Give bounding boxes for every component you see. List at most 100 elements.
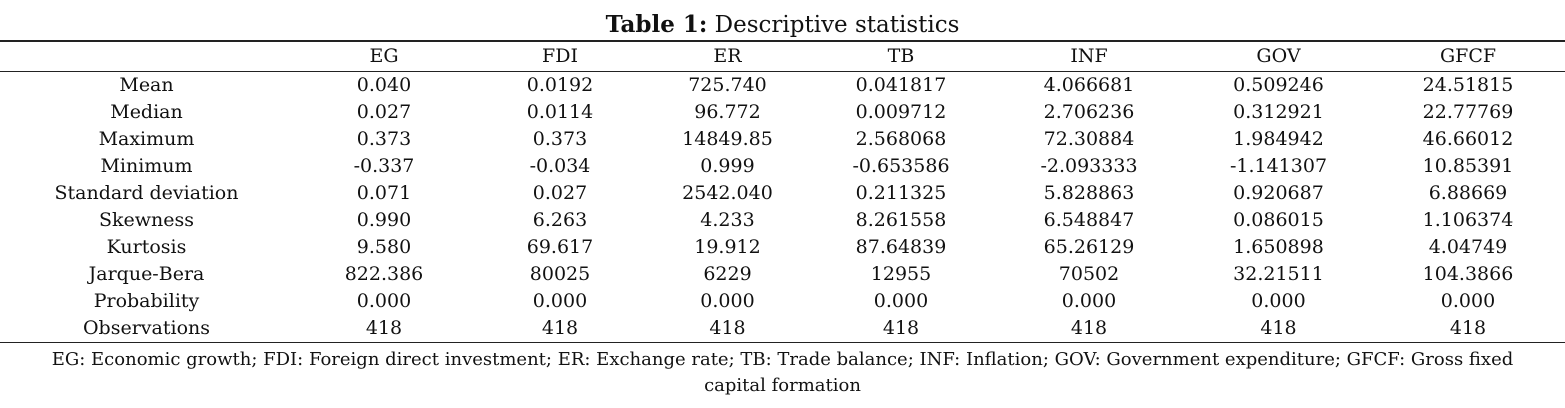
table-cell: 96.772: [694, 101, 761, 123]
table-cell: 72.30884: [1043, 128, 1135, 150]
header-cell: [0, 40, 293, 72]
header-cell: FDI: [475, 40, 645, 72]
table-cell: 2542.040: [682, 182, 773, 204]
table-cell: 0.509246: [1233, 74, 1324, 96]
table-cell: 0.000: [1251, 290, 1306, 312]
row-label: Standard deviation: [54, 182, 239, 204]
table-caption-label: Table 1:: [605, 11, 708, 38]
table-cell: 4.04749: [1428, 236, 1508, 258]
table-cell: 80025: [529, 263, 591, 285]
table-cell: 0.027: [356, 101, 412, 123]
table-cell: 6.548847: [1043, 209, 1135, 231]
row-label: Mean: [119, 74, 174, 96]
table-cell: 65.26129: [1043, 236, 1135, 258]
table-cell: 0.000: [1440, 290, 1496, 312]
table-cell: 0.086015: [1233, 209, 1324, 231]
table-cell: -0.337: [353, 155, 415, 177]
table-cell: 0.040: [356, 74, 412, 96]
table-row: Minimum -0.337 -0.034 0.999 -0.653586 -2…: [0, 153, 1565, 180]
table-cell: -1.141307: [1229, 155, 1328, 177]
table-cell: 0.211325: [855, 182, 947, 204]
table-cell: 1.984942: [1233, 128, 1324, 150]
table-caption-text: Descriptive statistics: [714, 12, 960, 38]
table-cell: 822.386: [344, 263, 424, 285]
table-cell: 418: [1371, 315, 1565, 343]
table-row: Probability 0.000 0.000 0.000 0.000 0.00…: [0, 288, 1565, 315]
table-cell: 4.066681: [1043, 74, 1135, 96]
row-label: Jarque-Bera: [88, 263, 205, 285]
table-cell: 46.66012: [1422, 128, 1514, 150]
table-row: Kurtosis 9.580 69.617 19.912 87.64839 65…: [0, 234, 1565, 261]
table-cell: 418: [293, 315, 475, 343]
table-cell: 22.77769: [1422, 101, 1514, 123]
table-cell: 0.000: [532, 290, 588, 312]
table-cell: 0.000: [356, 290, 412, 312]
table-cell: 0.920687: [1233, 182, 1324, 204]
header-cell: INF: [992, 40, 1186, 72]
table-cell: -0.653586: [852, 155, 950, 177]
table-cell: 418: [1186, 315, 1371, 343]
table-cell: 104.3866: [1422, 263, 1514, 285]
table-cell: -0.034: [529, 155, 591, 177]
table-cell: 0.000: [700, 290, 755, 312]
header-cell: EG: [293, 40, 475, 72]
header-cell: GOV: [1186, 40, 1371, 72]
table-cell: 69.617: [526, 236, 594, 258]
row-label: Probability: [93, 290, 200, 312]
header-cell: GFCF: [1371, 40, 1565, 72]
row-label: Observations: [0, 315, 293, 343]
table-row: Skewness 0.990 6.263 4.233 8.261558 6.54…: [0, 207, 1565, 234]
table-row: Maximum 0.373 0.373 14849.85 2.568068 72…: [0, 126, 1565, 153]
table-cell: 6.88669: [1428, 182, 1508, 204]
table-cell: 0.009712: [855, 101, 947, 123]
table-cell: 70502: [1058, 263, 1120, 285]
table-cell: 14849.85: [682, 128, 773, 150]
table-cell: 0.0192: [526, 74, 594, 96]
table-row: Jarque-Bera 822.386 80025 6229 12955 705…: [0, 261, 1565, 288]
table-cell: 418: [992, 315, 1186, 343]
table-cell: 1.106374: [1422, 209, 1514, 231]
table-cell: 0.000: [1061, 290, 1117, 312]
table-cell: 2.568068: [855, 128, 947, 150]
table-cell: 1.650898: [1233, 236, 1324, 258]
table-row: Standard deviation 0.071 0.027 2542.040 …: [0, 180, 1565, 207]
table-caption: Table 1: Descriptive statistics: [0, 10, 1565, 40]
row-label: Maximum: [98, 128, 195, 150]
table-cell: 4.233: [700, 209, 755, 231]
table-cell: 0.027: [532, 182, 588, 204]
table-cell: -2.093333: [1040, 155, 1138, 177]
row-label: Kurtosis: [106, 236, 187, 258]
table-cell: 725.740: [688, 74, 767, 96]
table-cell: 8.261558: [855, 209, 947, 231]
table-cell: 418: [645, 315, 810, 343]
table-cell: 418: [475, 315, 645, 343]
table-cell: 2.706236: [1043, 101, 1135, 123]
table-cell: 5.828863: [1043, 182, 1135, 204]
table-cell: 0.999: [700, 155, 755, 177]
table-cell: 6.263: [532, 209, 588, 231]
table-row: Observations 418 418 418 418 418 418 418: [0, 315, 1565, 343]
row-label: Median: [110, 101, 183, 123]
table-cell: 0.071: [356, 182, 412, 204]
table-cell: 24.51815: [1422, 74, 1514, 96]
row-label: Minimum: [100, 155, 193, 177]
table-row: Mean 0.040 0.0192 725.740 0.041817 4.066…: [0, 72, 1565, 100]
table-row: Median 0.027 0.0114 96.772 0.009712 2.70…: [0, 99, 1565, 126]
table-cell: 9.580: [356, 236, 412, 258]
table-cell: 6229: [703, 263, 752, 285]
table-cell: 0.041817: [855, 74, 947, 96]
table-footnote: EG: Economic growth; FDI: Foreign direct…: [51, 349, 1514, 396]
table-cell: 0.990: [356, 209, 412, 231]
descriptive-statistics-table: EG FDI ER TB INF GOV GFCF Mean 0.040 0.0…: [0, 40, 1565, 343]
row-label: Skewness: [98, 209, 195, 231]
table-cell: 0.000: [873, 290, 929, 312]
table-cell: 0.312921: [1233, 101, 1324, 123]
table-cell: 19.912: [694, 236, 761, 258]
table-cell: 87.64839: [855, 236, 947, 258]
table-cell: 0.373: [532, 128, 588, 150]
table-cell: 0.373: [356, 128, 412, 150]
table-cell: 418: [810, 315, 992, 343]
table-cell: 32.21511: [1233, 263, 1324, 285]
table-cell: 12955: [870, 263, 932, 285]
